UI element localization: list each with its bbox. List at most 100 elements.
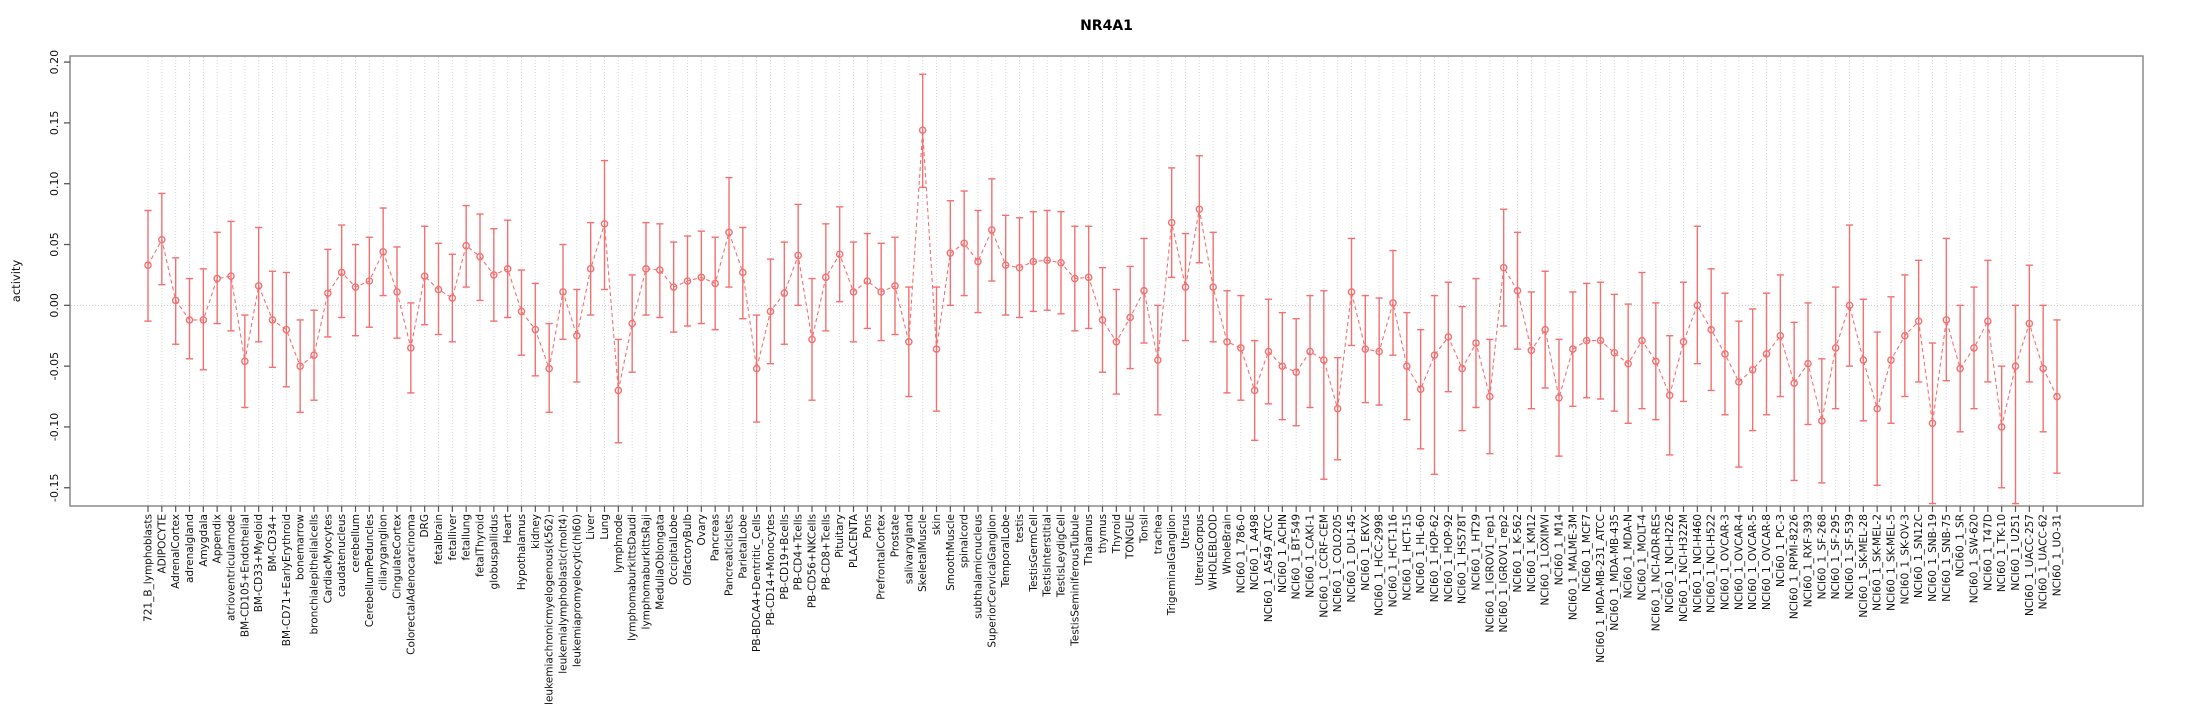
x-tick-label: Pons: [862, 514, 874, 539]
data-point: [379, 248, 387, 256]
data-point: [434, 285, 443, 294]
x-tick-label: BM-CD34+: [267, 514, 279, 572]
data-point: [794, 251, 802, 260]
data-point: [1956, 364, 1964, 373]
x-tick-label: Liver: [585, 513, 597, 539]
x-tick-label: BM-CD33+Myeloid: [253, 514, 265, 612]
data-point: [1845, 301, 1854, 310]
x-tick-label: NCI60_1_TK-10: [1996, 514, 2008, 592]
x-tick-label: NCI60_1_A549_ATCC: [1263, 514, 1275, 622]
x-tick-label: NCI60_1_SF-295: [1830, 514, 1842, 599]
data-point: [1624, 359, 1632, 368]
data-point: [1831, 344, 1840, 352]
x-tick-label: NCI60_1_T47D: [1982, 514, 1994, 591]
data-point: [1486, 392, 1494, 401]
data-point: [1665, 391, 1674, 400]
x-tick-label: Uterus: [1180, 514, 1192, 549]
plot-box: [69, 55, 2144, 507]
x-tick-label: Heart: [502, 514, 514, 543]
x-tick-label: PB-CD56+NKCells: [807, 514, 819, 608]
data-point: [1997, 423, 2006, 431]
x-tick-label: TONGUE: [1125, 514, 1137, 560]
plot-box: [69, 55, 2144, 507]
x-tick-label: NCI60_1_MDA-MB-231_ATCC: [1595, 514, 1607, 663]
data-point: [1084, 273, 1093, 282]
data-point: [1790, 379, 1798, 387]
data-point: [1416, 385, 1425, 394]
data-point: [559, 288, 567, 296]
data-point: [2053, 392, 2061, 401]
x-tick-label: NCI60_1_OVCAR-4: [1733, 514, 1745, 610]
data-point: [448, 294, 457, 302]
x-tick-label: trachea: [1152, 514, 1164, 554]
data-point: [683, 277, 692, 285]
x-tick-label: NCI60_1_MDA-MB-435: [1609, 514, 1621, 631]
data-point: [1223, 338, 1231, 346]
x-tick-label: CingulateCortex: [392, 514, 404, 599]
y-axis: -0.15 -0.10 -0.05 0.00 0.05 0.10 0.15 0.20 activ…: [9, 50, 70, 502]
x-tick-label: NCI60_1_OVCAR-5: [1747, 514, 1759, 610]
x-tick-label: NCI60_1_HCT-15: [1401, 514, 1413, 601]
data-point: [766, 307, 775, 316]
data-point: [1638, 336, 1646, 345]
data-point: [1361, 345, 1370, 353]
data-point: [891, 282, 899, 290]
y-axis-label: activity: [9, 260, 23, 303]
data-point: [1195, 205, 1204, 214]
x-tick-label: TestisInterstitial: [1042, 514, 1054, 598]
x-tick-label: NCI60_1_U251: [2010, 514, 2022, 591]
x-tick-label: TestisSeminiferousTubule: [1069, 514, 1081, 647]
x-tick-label: CerebellumPeduncles: [364, 514, 376, 627]
x-tick-label: NCI60_1_SW-620: [1969, 514, 1981, 603]
data-point: [227, 272, 235, 280]
x-tick-label: PB-CD4+Tcells: [793, 514, 805, 590]
x-tick-label: ADIPOCYTE: [156, 514, 168, 574]
data-point: [545, 364, 553, 373]
x-tick-label: testis: [1014, 514, 1026, 543]
x-tick-label: ciliaryganglion: [378, 514, 390, 591]
x-tick-label: WholeBrain: [1222, 514, 1234, 574]
data-point: [1264, 347, 1273, 356]
x-tick-label: Prostate: [890, 514, 902, 557]
data-point: [1818, 417, 1826, 425]
data-point: [822, 273, 830, 282]
data-point: [974, 257, 982, 266]
data-point: [1043, 256, 1051, 265]
x-tick-label: NCI60_1_HCT-116: [1388, 514, 1400, 608]
x-tick-label: NCI60_1_BT-549: [1291, 514, 1303, 599]
y-tick-label: -0.15: [48, 474, 61, 502]
data-point: [1458, 364, 1466, 373]
data-point: [849, 288, 858, 296]
data-point: [310, 351, 318, 359]
data-point: [1804, 359, 1812, 368]
x-tick-label: adrenalgland: [184, 514, 196, 583]
data-point: [918, 126, 927, 134]
x-tick-label: cerebellum: [350, 514, 362, 573]
x-tick-label: NCI60_1_EKVX: [1360, 514, 1372, 591]
data-point: [1472, 339, 1480, 347]
data-point: [1970, 344, 1978, 352]
data-point: [1859, 356, 1868, 364]
data-point: [407, 344, 415, 352]
x-tick-label: NCI60_1_RXF-393: [1803, 514, 1815, 607]
y-tick-label: -0.10: [48, 413, 61, 441]
data-point: [1001, 261, 1010, 269]
data-point: [517, 307, 526, 316]
x-tick-label: NCI60_1_OVCAR-8: [1761, 514, 1773, 610]
x-tick-label: fetalbrain: [433, 514, 445, 565]
data-points: [144, 126, 2061, 431]
x-tick-label: Amygdala: [198, 514, 210, 567]
data-point: [1735, 378, 1743, 386]
data-point: [490, 271, 498, 279]
data-point: [711, 279, 719, 288]
data-point: [420, 272, 429, 280]
x-tick-label: NCI60_1_SN12C: [1913, 514, 1925, 598]
data-point: [932, 345, 941, 353]
data-point: [365, 277, 374, 285]
x-tick-label: NCI60_1_HS578T: [1457, 513, 1469, 603]
data-point: [1098, 316, 1107, 324]
x-tick-label: TestisLeydigCell: [1056, 514, 1068, 598]
y-tick-label: 0.00: [48, 293, 61, 318]
data-point: [1430, 351, 1439, 359]
data-point: [1112, 338, 1121, 346]
